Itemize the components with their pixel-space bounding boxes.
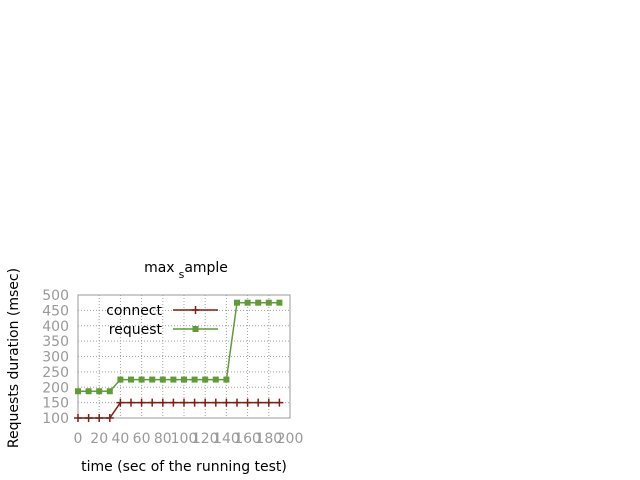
data-point-connect [158, 398, 167, 407]
data-point-request [212, 376, 219, 383]
data-point-connect [233, 398, 241, 407]
data-point-connect [84, 414, 93, 422]
data-point-connect [105, 414, 114, 422]
y-tick-label: 500 [42, 288, 69, 304]
data-point-request [159, 376, 166, 383]
chart-title: max sample [144, 260, 228, 281]
data-point-request [191, 376, 198, 383]
data-point-connect [127, 398, 135, 407]
data-point-request [181, 376, 187, 383]
data-point-request [128, 376, 134, 383]
data-point-connect [74, 414, 82, 422]
legend-label-request: request [109, 322, 163, 338]
data-point-connect [201, 398, 210, 407]
y-tick-label: 400 [42, 319, 69, 335]
y-tick-label: 450 [42, 303, 69, 319]
data-point-connect [169, 398, 178, 407]
data-point-request [223, 376, 230, 383]
x-tick-label: 0 [74, 431, 83, 447]
legend-marker-connect [191, 306, 200, 314]
data-point-connect [275, 398, 284, 407]
data-point-connect [264, 398, 273, 407]
data-point-request [138, 376, 145, 383]
series-group [74, 299, 284, 422]
legend-label-connect: connect [106, 303, 162, 319]
data-point-connect [243, 398, 252, 407]
data-point-request [244, 299, 251, 306]
y-axis-label: Requests duration (msec) [6, 268, 22, 448]
x-tick-label: 200 [277, 431, 304, 447]
data-point-connect [148, 398, 157, 407]
data-point-connect [180, 398, 188, 407]
data-point-connect [116, 398, 125, 407]
series-request [75, 299, 283, 395]
x-tick-label: 180 [255, 431, 282, 447]
series-line-connect [78, 401, 280, 419]
data-point-request [106, 388, 113, 395]
data-point-request [170, 376, 177, 383]
x-tick-label: 60 [133, 431, 151, 447]
x-tick-label: 40 [111, 431, 129, 447]
plot-area-frame [77, 294, 291, 419]
x-tick-label: 140 [213, 431, 240, 447]
data-point-request [85, 388, 92, 395]
data-point-request [202, 376, 209, 383]
y-tick-label: 200 [42, 380, 69, 396]
data-point-connect [190, 398, 199, 407]
data-point-connect [254, 398, 263, 407]
data-point-connect [137, 398, 146, 407]
x-tick-label: 80 [154, 431, 172, 447]
series-connect [74, 398, 284, 422]
data-point-connect [222, 398, 231, 407]
data-point-request [265, 299, 272, 306]
x-tick-label: 160 [234, 431, 261, 447]
x-tick-label: 120 [192, 431, 219, 447]
x-tick-label: 100 [171, 431, 198, 447]
data-point-request [255, 299, 262, 306]
data-point-request [117, 376, 124, 383]
legend-marker-request [192, 326, 199, 332]
y-tick-label: 300 [42, 350, 69, 366]
data-point-connect [95, 414, 104, 422]
y-tick-label: 250 [42, 365, 69, 381]
y-tick-label: 150 [42, 396, 69, 412]
data-point-request [276, 299, 283, 306]
x-tick-label: 20 [90, 431, 108, 447]
data-point-request [96, 388, 103, 395]
y-tick-label: 100 [42, 411, 69, 427]
x-axis-label: time (sec of the running test) [81, 459, 287, 475]
data-point-request [234, 299, 240, 306]
data-point-request [149, 376, 156, 383]
y-tick-label: 350 [42, 334, 69, 350]
data-point-request [75, 388, 81, 395]
data-point-connect [211, 398, 220, 407]
legend: connect request [106, 303, 218, 338]
